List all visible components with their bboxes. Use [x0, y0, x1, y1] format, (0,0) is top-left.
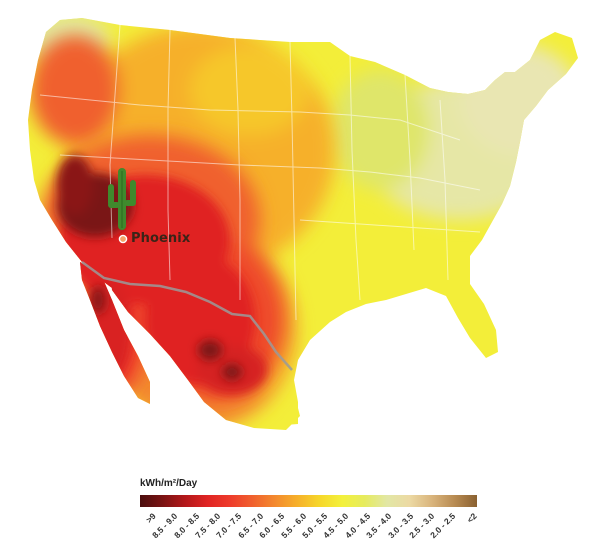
city-marker-icon[interactable] — [118, 234, 128, 244]
mexico-border — [81, 260, 293, 371]
solar-irradiance-map: Phoenix — [28, 18, 578, 430]
cactus-icon — [108, 168, 136, 230]
land-shading — [28, 18, 578, 430]
legend: kWh/m²/Day >9 8.5 - 9.0 8.0 - 8.5 7.5 - 8.0… — [140, 478, 480, 542]
legend-tick-label: <2 — [465, 511, 480, 525]
state-boundaries — [39, 24, 481, 321]
city-label-phoenix: Phoenix — [131, 231, 191, 246]
legend-color-bar — [140, 495, 477, 507]
legend-tick-label: >9 — [144, 511, 159, 525]
legend-title: kWh/m²/Day — [140, 478, 198, 489]
map-canvas — [28, 18, 578, 430]
